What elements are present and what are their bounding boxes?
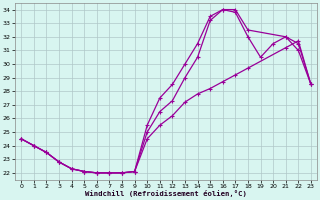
X-axis label: Windchill (Refroidissement éolien,°C): Windchill (Refroidissement éolien,°C) (85, 190, 247, 197)
